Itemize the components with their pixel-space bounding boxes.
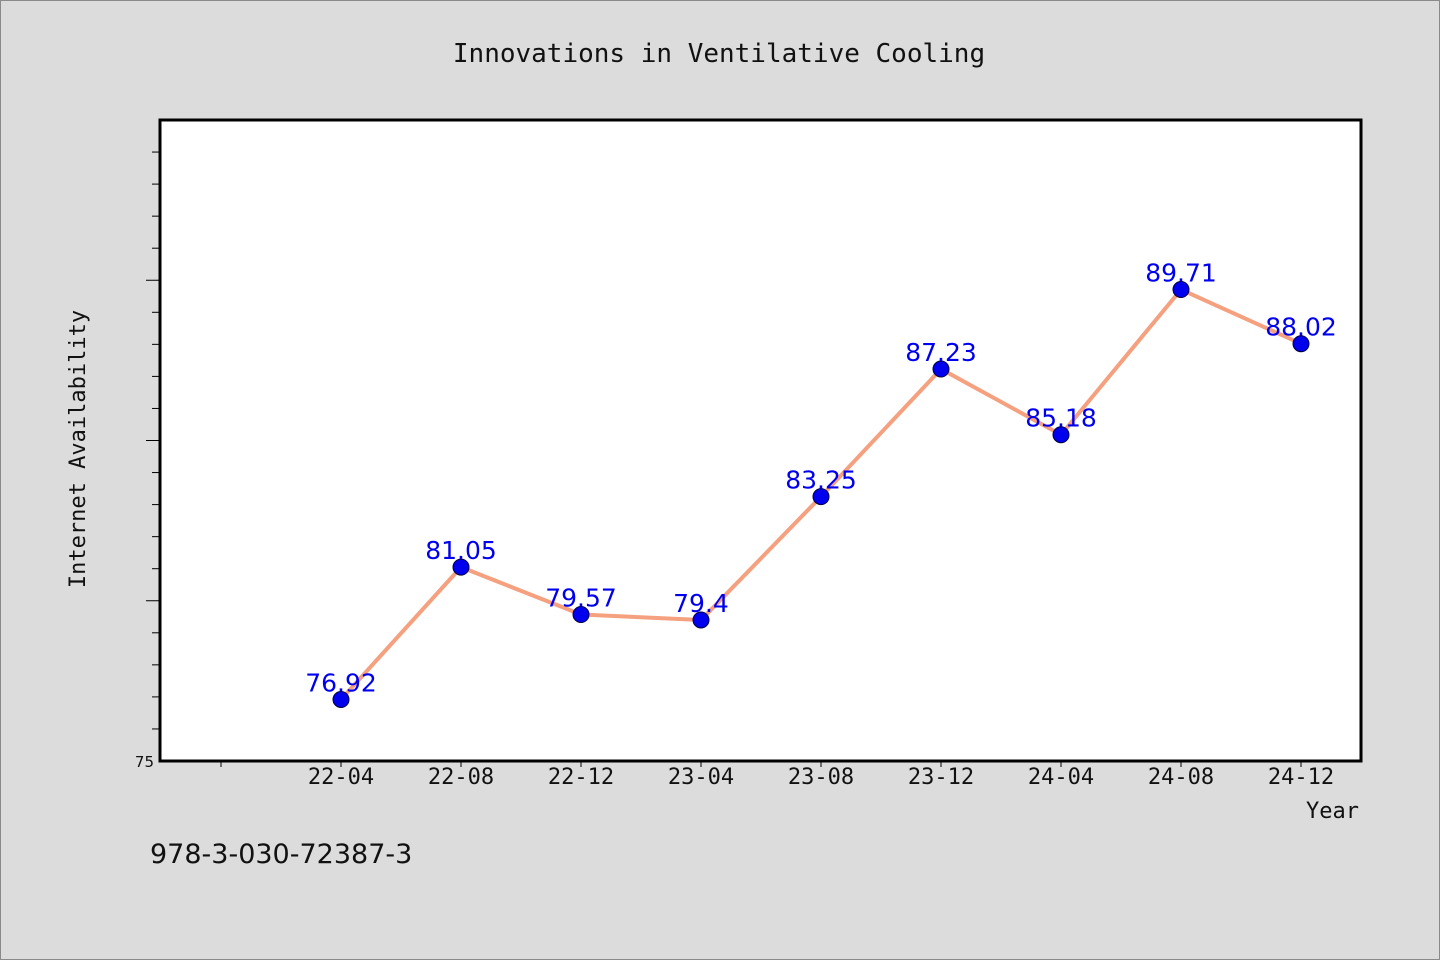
footer-code: 978-3-030-72387-3 (150, 839, 412, 870)
data-point (812, 488, 830, 506)
y-axis-tick-label: 75 (135, 753, 154, 771)
data-label: 87.23 (905, 338, 977, 367)
y-axis-title: Internet Availability (66, 310, 91, 588)
plot-area (158, 118, 1363, 763)
data-label: 85.18 (1025, 404, 1097, 433)
data-point (932, 360, 950, 378)
data-point (1052, 426, 1070, 444)
data-label: 89.71 (1145, 259, 1217, 288)
y-axis-ticks (146, 151, 160, 730)
data-label: 79.4 (673, 589, 729, 618)
x-axis-tick-label: 24-04 (1028, 765, 1094, 790)
data-point (332, 690, 350, 708)
data-label: 88.02 (1265, 313, 1337, 342)
x-axis-tick-label: 24-12 (1268, 765, 1334, 790)
y-axis-tick-labels: 75 (135, 753, 154, 771)
x-axis-tick-label: 22-08 (428, 765, 494, 790)
x-axis-tick-label: 23-08 (788, 765, 854, 790)
x-axis-tick-label: 22-04 (308, 765, 374, 790)
data-point (1172, 281, 1190, 299)
data-point (1292, 335, 1310, 353)
x-axis-ticks (220, 761, 1302, 767)
data-point (572, 606, 590, 624)
x-axis-tick-label: 24-08 (1148, 765, 1214, 790)
data-point (452, 558, 470, 576)
chart-title: Innovations in Ventilative Cooling (453, 39, 985, 69)
x-axis-tick-label: 23-04 (668, 765, 734, 790)
series-markers (332, 281, 1310, 708)
x-axis-tick-label: 23-12 (908, 765, 974, 790)
x-axis-tick-labels: 22-04 22-08 22-12 23-04 23-08 23-12 24-04 24-08… (308, 765, 1334, 790)
data-labels: 76.92 81.05 79.57 79.4 83.25 87.23 85.18 89.71 8… (305, 259, 1337, 698)
data-point (692, 611, 710, 629)
data-label: 76.92 (305, 668, 377, 697)
data-label: 79.57 (545, 584, 617, 613)
data-label: 81.05 (425, 536, 497, 565)
x-axis-title: Year (1306, 799, 1359, 824)
data-label: 83.25 (785, 466, 857, 495)
x-axis-tick-label: 22-12 (548, 765, 614, 790)
